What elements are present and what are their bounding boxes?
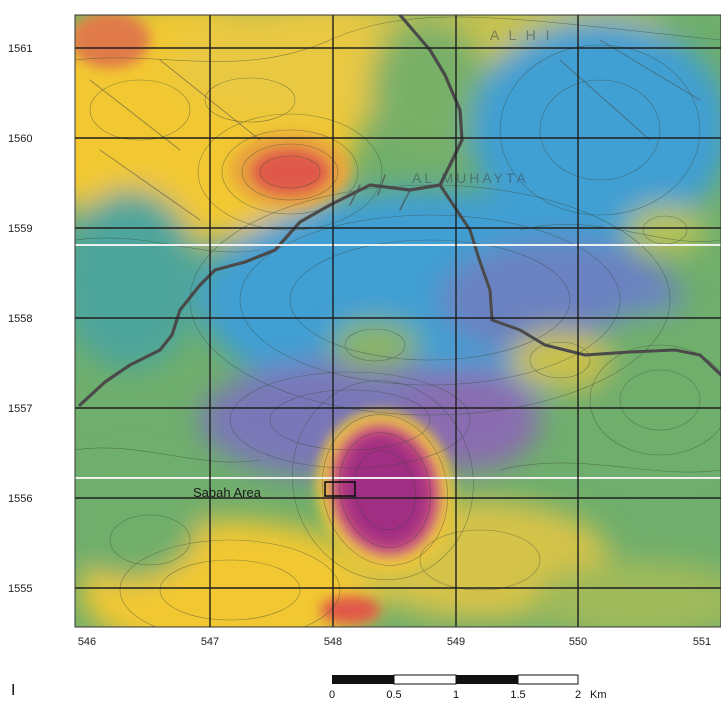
y-axis-labels: 1561 1560 1559 1558 1557 1556 1555 (8, 43, 32, 595)
scale-unit-label: Km (590, 689, 607, 701)
y-tick-label: 1555 (8, 583, 32, 595)
map-text-al-muhayta: AL MUHAYTA (412, 170, 529, 186)
x-tick-label: 550 (569, 636, 587, 648)
y-tick-label: 1561 (8, 43, 32, 55)
scale-tick-label: 2 (575, 689, 581, 701)
y-tick-label: 1556 (8, 493, 32, 505)
panel-label: I (11, 682, 16, 699)
y-tick-label: 1560 (8, 133, 32, 145)
sabah-area-label: Sabah Area (193, 485, 262, 500)
x-tick-label: 549 (447, 636, 465, 648)
scale-segment (332, 675, 394, 684)
scale-tick-label: 0.5 (386, 689, 401, 701)
scale-tick-label: 1.5 (510, 689, 525, 701)
map-frame (74, 14, 721, 628)
x-tick-label: 551 (693, 636, 711, 648)
x-tick-label: 547 (201, 636, 219, 648)
scale-segment (456, 675, 518, 684)
x-tick-label: 546 (78, 636, 96, 648)
survey-lines (75, 244, 721, 479)
y-tick-label: 1559 (8, 223, 32, 235)
map-text-north: A L H I (490, 27, 553, 43)
x-axis-labels: 546 547 548 549 550 551 (78, 636, 711, 648)
sabah-area-box (324, 481, 356, 497)
scale-bar: 0 0.5 1 1.5 2 Km (329, 674, 607, 701)
scale-segment (393, 674, 457, 685)
anomaly-fill: A L H I AL MUHAYTA Sabah Area (75, 15, 721, 627)
scale-tick-label: 0 (329, 689, 335, 701)
y-tick-label: 1558 (8, 313, 32, 325)
grid-lines (75, 15, 721, 627)
scale-tick-label: 1 (453, 689, 459, 701)
y-tick-label: 1557 (8, 403, 32, 415)
scale-segment (517, 674, 579, 685)
x-tick-label: 548 (324, 636, 342, 648)
